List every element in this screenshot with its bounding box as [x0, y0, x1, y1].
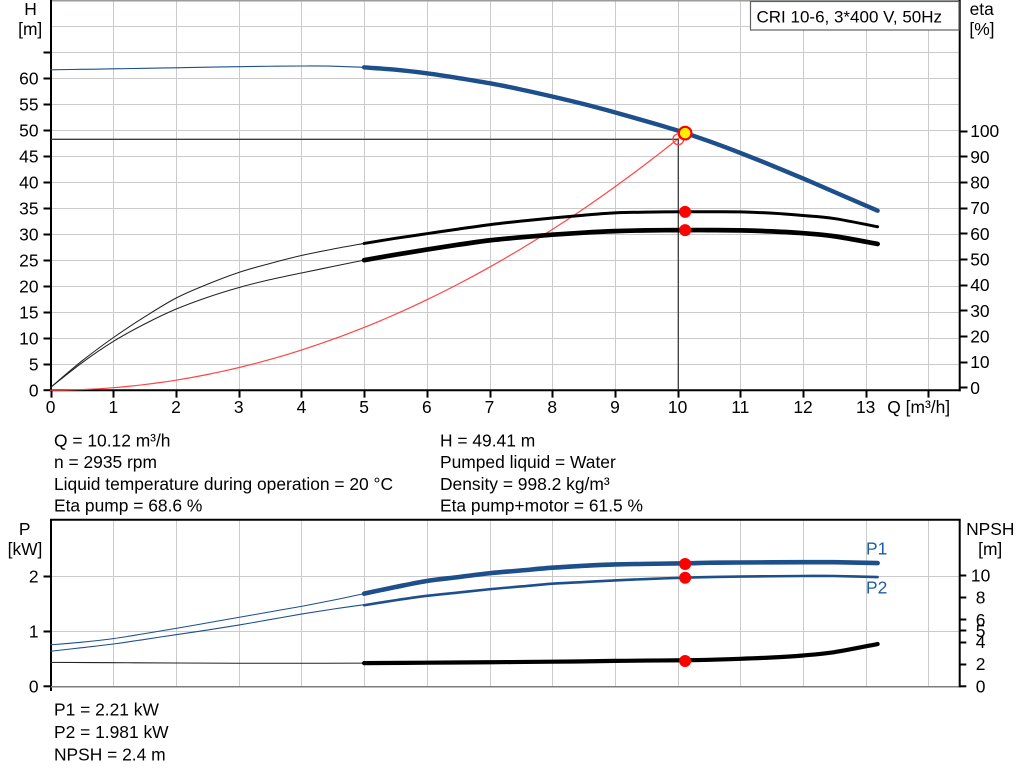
- svg-text:60: 60: [19, 68, 38, 88]
- svg-text:6: 6: [422, 397, 432, 417]
- svg-text:CRI 10-6, 3*400 V, 50Hz: CRI 10-6, 3*400 V, 50Hz: [757, 7, 943, 26]
- svg-text:10: 10: [668, 397, 687, 417]
- svg-text:NPSH: NPSH: [966, 519, 1014, 539]
- svg-text:Eta pump = 68.6 %: Eta pump = 68.6 %: [54, 495, 202, 515]
- svg-text:0: 0: [970, 378, 980, 398]
- svg-text:55: 55: [19, 94, 38, 114]
- svg-text:2: 2: [171, 397, 181, 417]
- svg-text:8: 8: [547, 397, 557, 417]
- svg-text:P1 = 2.21 kW: P1 = 2.21 kW: [54, 700, 159, 720]
- svg-text:0: 0: [29, 381, 39, 401]
- svg-text:H: H: [24, 0, 37, 19]
- svg-text:50: 50: [19, 120, 38, 140]
- svg-text:2: 2: [29, 566, 39, 586]
- svg-text:Q = 10.12 m³/h: Q = 10.12 m³/h: [54, 431, 170, 451]
- svg-text:[m]: [m]: [978, 539, 1002, 559]
- svg-text:3: 3: [234, 397, 244, 417]
- svg-text:5: 5: [29, 355, 39, 375]
- svg-text:H = 49.41 m: H = 49.41 m: [440, 431, 535, 451]
- svg-text:7: 7: [485, 397, 495, 417]
- svg-text:2: 2: [976, 654, 986, 674]
- svg-text:40: 40: [19, 172, 38, 192]
- svg-text:Density = 998.2 kg/m³: Density = 998.2 kg/m³: [440, 474, 610, 494]
- svg-text:80: 80: [970, 172, 989, 192]
- svg-text:100: 100: [970, 121, 999, 141]
- svg-text:10: 10: [19, 329, 38, 349]
- svg-text:10: 10: [970, 352, 989, 372]
- svg-text:P2: P2: [866, 578, 887, 598]
- svg-text:30: 30: [19, 224, 38, 244]
- svg-text:8: 8: [976, 588, 986, 608]
- svg-text:1: 1: [29, 622, 39, 642]
- svg-text:10: 10: [971, 565, 990, 585]
- svg-text:9: 9: [610, 397, 620, 417]
- svg-text:50: 50: [970, 249, 989, 269]
- svg-text:NPSH = 2.4 m: NPSH = 2.4 m: [54, 744, 166, 764]
- svg-text:n = 2935 rpm: n = 2935 rpm: [54, 452, 157, 472]
- svg-text:P1: P1: [866, 539, 887, 559]
- svg-text:[%]: [%]: [969, 19, 994, 39]
- svg-text:90: 90: [970, 147, 989, 167]
- svg-text:P2 = 1.981 kW: P2 = 1.981 kW: [54, 722, 169, 742]
- svg-text:20: 20: [19, 276, 38, 296]
- svg-text:0: 0: [29, 677, 39, 697]
- svg-text:Eta pump+motor = 61.5 %: Eta pump+motor = 61.5 %: [440, 495, 643, 515]
- svg-text:40: 40: [970, 275, 989, 295]
- svg-text:Liquid temperature during oper: Liquid temperature during operation = 20…: [54, 474, 393, 494]
- svg-text:11: 11: [731, 397, 749, 417]
- svg-text:60: 60: [970, 224, 989, 244]
- svg-text:30: 30: [970, 301, 989, 321]
- svg-text:20: 20: [970, 326, 989, 346]
- svg-text:5: 5: [359, 397, 369, 417]
- svg-text:[m]: [m]: [18, 19, 42, 39]
- svg-text:0: 0: [976, 676, 986, 696]
- svg-text:5: 5: [976, 621, 986, 641]
- svg-text:6: 6: [976, 610, 986, 630]
- svg-text:P: P: [19, 519, 31, 539]
- svg-text:4: 4: [976, 632, 986, 652]
- svg-text:45: 45: [19, 146, 38, 166]
- svg-text:35: 35: [19, 198, 38, 218]
- svg-text:0: 0: [46, 397, 56, 417]
- svg-text:1: 1: [108, 397, 118, 417]
- svg-text:Q [m³/h]: Q [m³/h]: [887, 397, 950, 417]
- svg-text:eta: eta: [970, 0, 995, 19]
- svg-text:70: 70: [970, 198, 989, 218]
- svg-text:[kW]: [kW]: [8, 539, 43, 559]
- svg-text:12: 12: [793, 397, 812, 417]
- svg-text:Pumped liquid = Water: Pumped liquid = Water: [440, 452, 616, 472]
- svg-text:13: 13: [856, 397, 875, 417]
- svg-text:4: 4: [297, 397, 307, 417]
- svg-text:15: 15: [19, 303, 38, 323]
- svg-text:25: 25: [19, 250, 38, 270]
